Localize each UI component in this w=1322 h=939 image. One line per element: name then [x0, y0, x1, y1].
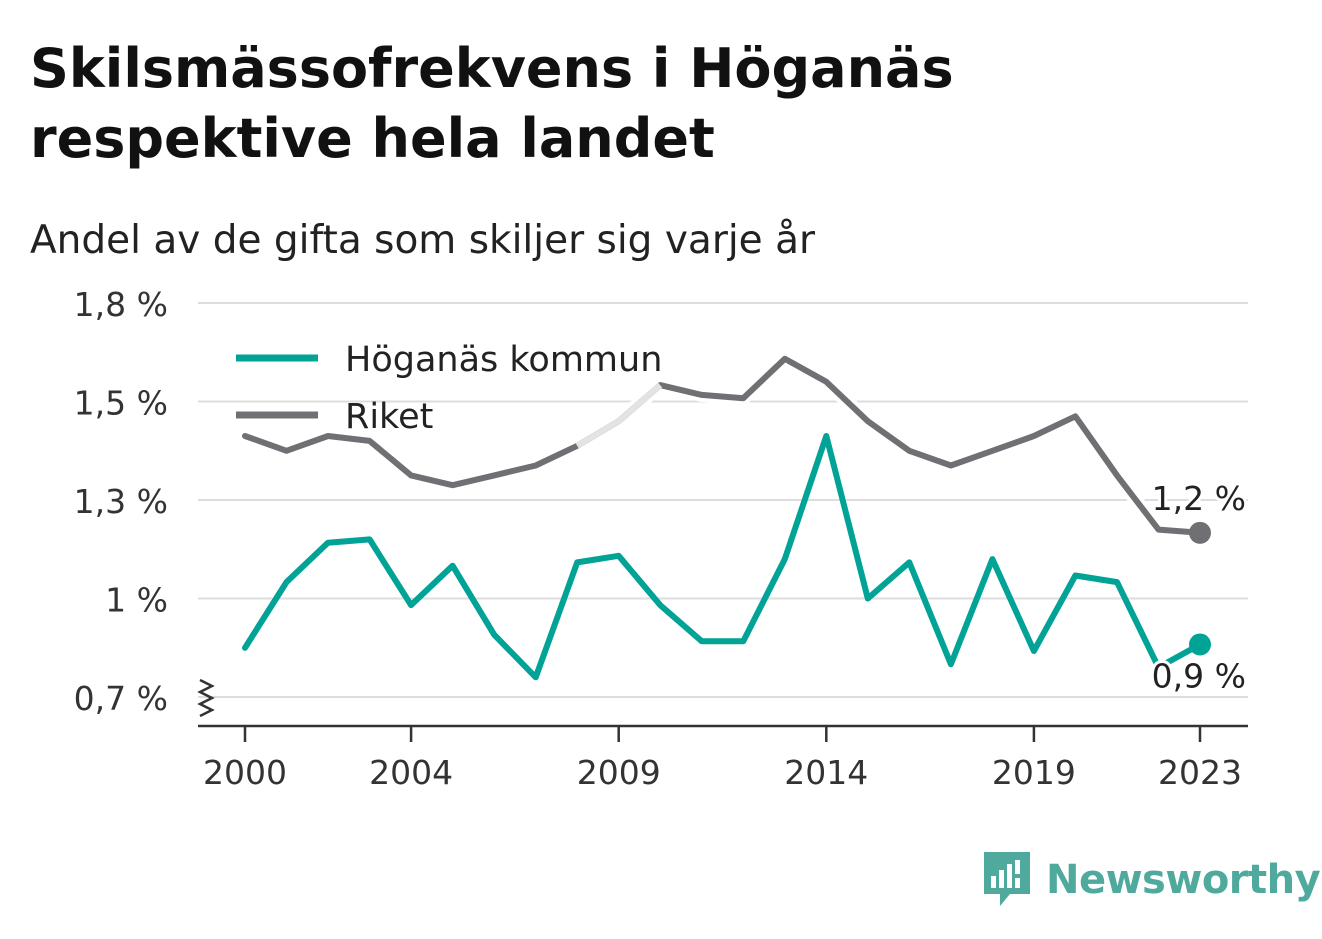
series-riket-faded: [575, 382, 663, 449]
y-tick-label: 1,3 %: [74, 482, 168, 521]
end-value-label: 0,9 %: [1152, 656, 1246, 695]
y-tick-label: 0,7 %: [74, 679, 168, 718]
x-tick-label: 2009: [577, 753, 661, 792]
series-line-riket: [242, 355, 1203, 536]
legend-label: Riket: [345, 397, 433, 437]
end-point-marker: [1189, 521, 1211, 544]
brand-name: Newsworthy: [1046, 857, 1321, 903]
y-tick-label: 1,5 %: [74, 384, 168, 423]
series-halo: [242, 351, 1201, 540]
y-tick-label: 1,8 %: [74, 285, 168, 324]
x-tick-label: 2019: [992, 753, 1076, 792]
x-tick-label: 2023: [1158, 753, 1242, 792]
end-labels: 0,9 % 1,2 %: [1149, 476, 1249, 699]
axis-break-mark: [197, 678, 215, 718]
x-tick-label: 2014: [784, 753, 868, 792]
y-tick-label: 1 %: [105, 581, 168, 620]
x-axis: [197, 678, 1248, 728]
legend-label: Höganäs kommun: [345, 340, 662, 380]
series-lines: [242, 351, 1211, 681]
newsworthy-logo: Newsworthy: [980, 848, 1321, 912]
x-tick-label: 2004: [369, 753, 453, 792]
chart-subtitle: Andel av de gifta som skiljer sig varje …: [30, 218, 816, 263]
legend: Höganäs kommun Riket: [236, 340, 662, 437]
end-point-marker: [1189, 633, 1211, 656]
end-value-label: 1,2 %: [1152, 479, 1246, 518]
x-tick-label: 2000: [203, 753, 287, 792]
x-axis-ticks: 2000 2004 2009 2014 2019 2023: [203, 726, 1242, 792]
series-line-hoganas: [242, 433, 1203, 681]
chart-title: Skilsmässofrekvens i Höganäs respektive …: [30, 37, 954, 170]
y-axis-ticks: 0,7 % 1 % 1,3 % 1,5 % 1,8 %: [74, 285, 168, 718]
bar-chart-icon: [984, 852, 1030, 906]
